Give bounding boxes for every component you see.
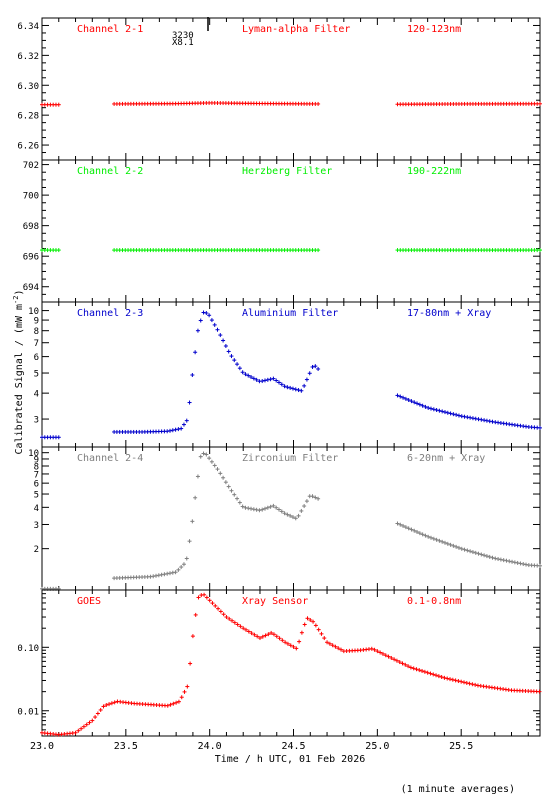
y-tick-label: 6.26 xyxy=(17,142,39,152)
x-tick-label: 25.0 xyxy=(365,741,389,752)
band-label: 0.1-0.8nm xyxy=(407,596,461,607)
panel-frame xyxy=(41,159,541,303)
x-tick-label: 24.5 xyxy=(281,741,305,752)
y-tick-label: 9 xyxy=(34,317,39,327)
y-tick-label: 0.01 xyxy=(17,707,39,717)
filter-label: Lyman-alpha Filter xyxy=(242,24,350,35)
y-tick-label: 7 xyxy=(34,470,39,480)
y-tick-label: 10 xyxy=(28,307,39,317)
x-tick-label: 25.5 xyxy=(449,741,473,752)
x-tick-label: 23.0 xyxy=(30,741,54,752)
y-tick-label: 4 xyxy=(34,504,39,514)
panel-1: 6.26 6.28 6.30 6.32 6.34 Channel 2-1 Lyman-alp… xyxy=(17,17,542,161)
y-tick-label: 5 xyxy=(34,370,39,380)
y-tick-label: 8 xyxy=(34,327,39,337)
data-series-3 xyxy=(395,101,542,107)
y-tick-label: 8 xyxy=(34,462,39,472)
data-series-3 xyxy=(395,248,542,253)
band-label: 6-20nm + Xray xyxy=(407,453,485,464)
panel-2: 694 696 698 700 702 Channel 2-2 Herzberg Filte… xyxy=(23,159,542,303)
flare-time-label: 3230 xyxy=(172,31,194,41)
panel-frame xyxy=(41,17,541,161)
panel-frame xyxy=(41,446,541,591)
y-tick-label: 6 xyxy=(34,480,39,490)
data-series-1 xyxy=(40,435,61,440)
band-label: 17-80nm + Xray xyxy=(407,308,491,319)
x-tick-labels: 23.0 23.5 24.0 24.5 25.0 25.5 xyxy=(30,741,473,752)
data-series-1 xyxy=(40,248,61,253)
averaging-note: (1 minute averages) xyxy=(401,784,515,795)
data-series-3 xyxy=(395,521,542,568)
flare-annotation: 3230 X8.1 xyxy=(172,17,209,48)
y-tick-label: 696 xyxy=(23,253,39,263)
data-series-1 xyxy=(40,102,61,107)
y-axis-label: Calibrated Signal / (mW m-2) xyxy=(12,290,25,455)
panel-frame xyxy=(41,301,541,448)
y-tick-label: 6.32 xyxy=(17,52,39,62)
data-series-2 xyxy=(112,248,321,253)
channel-label: Channel 2-3 xyxy=(77,308,143,319)
y-tick-label: 6.30 xyxy=(17,82,39,92)
channel-label: Channel 2-2 xyxy=(77,166,143,177)
filter-label: Zirconium Filter xyxy=(242,453,338,464)
y-tick-label: 10 xyxy=(28,449,39,459)
data-series-1 xyxy=(40,592,542,737)
y-tick-label: 9 xyxy=(34,455,39,465)
y-tick-label: 2 xyxy=(34,545,39,555)
y-tick-label: 694 xyxy=(23,283,39,293)
data-series-2 xyxy=(112,451,321,581)
y-tick-label: 5 xyxy=(34,491,39,501)
flare-class-label: X8.1 xyxy=(172,38,194,48)
channel-label: Channel 2-1 xyxy=(77,24,143,35)
band-label: 190-222nm xyxy=(407,166,461,177)
x-axis-label: Time / h UTC, 01 Feb 2026 xyxy=(215,754,366,765)
filter-label: Herzberg Filter xyxy=(242,166,332,177)
data-series-2 xyxy=(112,100,321,106)
y-tick-label: 6 xyxy=(34,353,39,363)
panel-5: 0.01 0.10 GOES Xray Sensor 0.1-0.8nm xyxy=(17,589,542,737)
y-tick-label: 7 xyxy=(34,339,39,349)
y-tick-label: 0.10 xyxy=(17,644,39,654)
y-tick-label: 6.34 xyxy=(17,22,39,32)
x-tick-label: 23.5 xyxy=(114,741,138,752)
channel-label: Channel 2-4 xyxy=(77,453,143,464)
filter-label: Aluminium Filter xyxy=(242,308,338,319)
filter-label: Xray Sensor xyxy=(242,596,308,607)
band-label: 120-123nm xyxy=(407,24,461,35)
y-tick-label: 3 xyxy=(34,521,39,531)
data-series-3 xyxy=(395,393,542,430)
x-tick-label: 24.0 xyxy=(198,741,222,752)
y-tick-label: 4 xyxy=(34,390,39,400)
data-series-2 xyxy=(112,310,321,434)
y-tick-label: 702 xyxy=(23,161,39,171)
panel-frame xyxy=(41,589,541,737)
y-tick-label: 6.28 xyxy=(17,112,39,122)
channel-label: GOES xyxy=(77,596,101,607)
y-tick-label: 700 xyxy=(23,192,39,202)
y-tick-label: 3 xyxy=(34,416,39,426)
y-tick-label: 698 xyxy=(23,222,39,232)
